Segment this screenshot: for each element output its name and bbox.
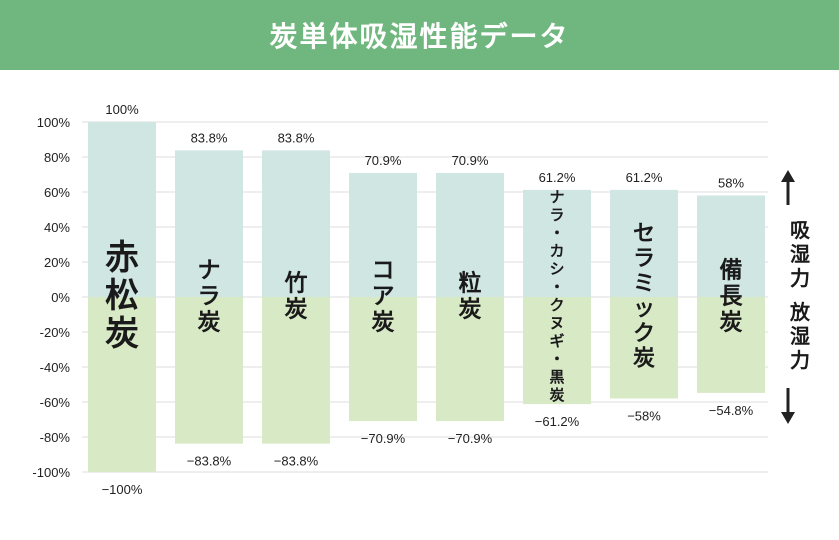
category-label: ナラ炭 (198, 258, 221, 336)
bar-negative (349, 297, 417, 422)
y-tick-label: 40% (44, 220, 70, 235)
data-label-bottom: −83.8% (187, 454, 232, 469)
data-label-top: 61.2% (626, 170, 663, 185)
category-label: 備長炭 (720, 257, 744, 336)
bar-positive (697, 195, 765, 297)
data-label-bottom: −70.9% (448, 431, 493, 446)
data-label-top: 83.8% (191, 130, 228, 145)
y-tick-label: -80% (40, 430, 71, 445)
data-label-bottom: −61.2% (535, 414, 580, 429)
category-label: ナラ・カシ・クヌギ・黒炭 (549, 188, 564, 404)
category-label: セラミック炭 (633, 222, 655, 372)
data-label-bottom: −70.9% (361, 431, 406, 446)
y-tick-label: 0% (51, 290, 70, 305)
bar-positive (610, 189, 678, 297)
bar-negative (88, 297, 156, 472)
data-label-top: 83.8% (278, 130, 315, 145)
data-label-bottom: −100% (102, 482, 143, 497)
y-tick-label: 60% (44, 185, 70, 200)
y-tick-label: 20% (44, 255, 70, 270)
y-tick-label: 80% (44, 150, 70, 165)
side-label-absorb: 吸湿力 (790, 218, 811, 290)
category-label: 竹炭 (284, 270, 308, 323)
data-label-bottom: −54.8% (709, 403, 754, 418)
bar-negative (697, 297, 765, 393)
bar-positive (262, 150, 330, 297)
chart-title: 炭単体吸湿性能データ (0, 0, 839, 70)
bar-positive (175, 150, 243, 297)
data-label-bottom: −83.8% (274, 454, 319, 469)
data-label-bottom: −58% (627, 409, 661, 424)
data-label-top: 100% (105, 102, 139, 117)
side-label-release: 放湿力 (789, 300, 811, 372)
down-arrow-head (781, 412, 795, 424)
data-label-top: 70.9% (365, 153, 402, 168)
bar-positive (88, 122, 156, 297)
bar-negative (523, 297, 591, 405)
y-tick-label: 100% (37, 115, 71, 130)
y-tick-label: -60% (40, 395, 71, 410)
bar-negative (436, 297, 504, 422)
data-label-top: 61.2% (539, 170, 576, 185)
category-label: 赤松炭 (105, 238, 139, 354)
y-tick-label: -40% (40, 360, 71, 375)
bar-negative (175, 297, 243, 444)
data-label-top: 70.9% (452, 153, 489, 168)
bar-negative (610, 297, 678, 399)
bar-negative (262, 297, 330, 444)
y-tick-label: -100% (32, 465, 70, 480)
up-arrow-head (781, 170, 795, 182)
bar-positive (436, 172, 504, 297)
data-label-top: 58% (718, 176, 744, 191)
bar-positive (349, 172, 417, 297)
category-label: コア炭 (372, 258, 395, 336)
y-tick-label: -20% (40, 325, 71, 340)
category-label: 粒炭 (459, 270, 482, 323)
bar-positive (523, 189, 591, 297)
